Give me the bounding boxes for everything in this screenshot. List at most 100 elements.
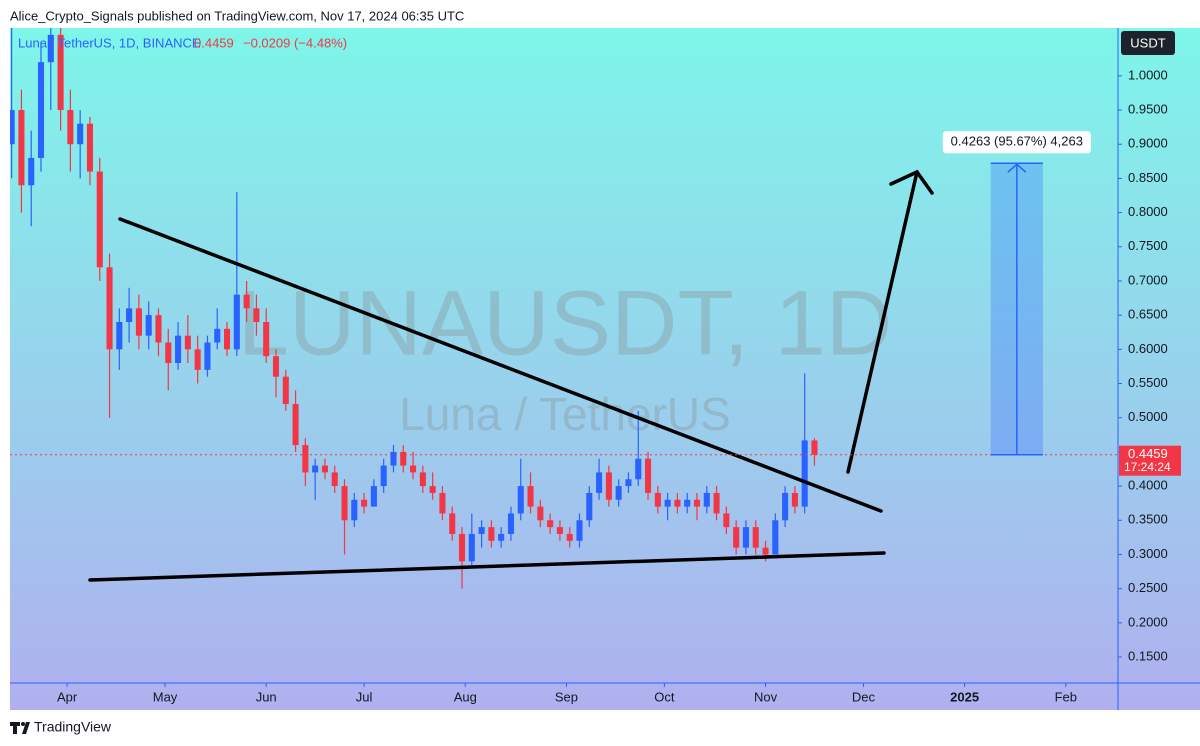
y-tick-label: 0.7000	[1128, 272, 1168, 287]
candle-body	[116, 321, 123, 350]
candle-body	[615, 486, 622, 500]
candle-body	[693, 499, 701, 507]
arrow-head	[889, 169, 934, 195]
y-tick-label: 0.1500	[1128, 648, 1168, 663]
x-tick-label: Jul	[356, 689, 373, 704]
candle-body	[380, 465, 387, 487]
x-tick-label: Oct	[654, 689, 675, 704]
candle-body	[566, 533, 573, 541]
candle-body	[635, 458, 642, 480]
candle-body	[654, 492, 661, 507]
candle-body	[801, 440, 808, 507]
candle-body	[126, 308, 133, 322]
x-tick-label: May	[153, 689, 178, 704]
y-tick-label: 0.9000	[1128, 136, 1168, 151]
candle-body	[596, 472, 603, 493]
candle-body	[527, 486, 534, 507]
candle-body	[106, 267, 113, 350]
measure-label: 0.4263 (95.67%) 4,263	[951, 134, 1083, 149]
y-tick-label: 0.4000	[1128, 478, 1168, 493]
candle-body	[351, 499, 358, 521]
candle-body	[331, 472, 338, 487]
currency-badge[interactable]	[1121, 31, 1175, 55]
y-tick-label: 0.7500	[1128, 238, 1168, 253]
countdown: 17:24:24	[1124, 460, 1171, 474]
candle-body	[10, 110, 15, 145]
candle-body	[547, 520, 554, 528]
legend-symbol: Luna / TetherUS, 1D, BINANCE	[18, 35, 201, 50]
candle-body	[77, 123, 84, 145]
x-tick-label: Aug	[454, 689, 477, 704]
candle-body	[370, 486, 377, 507]
currency[interactable]: USDT	[1130, 35, 1165, 50]
candle-body	[204, 342, 211, 370]
watermark-name: Luna / TetherUS	[399, 388, 731, 440]
candle-body	[135, 308, 142, 336]
candle-body	[517, 486, 524, 514]
drawings	[88, 169, 934, 582]
header: Alice_Crypto_Signals published on Tradin…	[10, 8, 464, 23]
candle-body	[703, 492, 710, 507]
logo	[10, 722, 30, 734]
candle-body	[410, 465, 417, 473]
candle-body	[194, 349, 201, 370]
legend-change: −0.0209 (−4.48%)	[243, 35, 347, 50]
x-tick-label: Sep	[555, 689, 578, 704]
candle-body	[791, 492, 798, 507]
y-tick-label: 0.6500	[1128, 307, 1168, 322]
candle-body	[713, 492, 720, 514]
candle-body	[762, 547, 769, 555]
y-tick-label: 0.8500	[1128, 170, 1168, 185]
candle-body	[223, 328, 231, 350]
y-tick-label: 0.6000	[1128, 341, 1168, 356]
trend-line	[118, 217, 883, 513]
last-price-badge	[1119, 445, 1181, 476]
candle-body	[478, 527, 485, 534]
candle-body	[811, 440, 818, 455]
candle-body	[37, 62, 45, 158]
candle-body	[664, 499, 671, 507]
candle-body	[498, 533, 505, 541]
candle-body	[674, 499, 681, 507]
candle-body	[243, 294, 250, 309]
candle-body	[96, 171, 103, 268]
candle-body	[468, 533, 475, 562]
candle-body	[684, 499, 691, 507]
y-tick-label: 0.5000	[1128, 409, 1168, 424]
candle-body	[488, 527, 495, 541]
candle-body	[57, 34, 64, 111]
plot-area	[10, 28, 818, 589]
candle-body	[47, 34, 54, 63]
y-tick-label: 0.2500	[1128, 580, 1168, 595]
candle-body	[321, 465, 328, 473]
candle-body	[233, 294, 240, 350]
candle-body	[175, 335, 182, 364]
candle-body	[165, 342, 172, 364]
candle-body	[586, 492, 593, 521]
candle-body	[605, 472, 612, 500]
candle-body	[576, 520, 583, 541]
x-tick-label: Dec	[852, 689, 876, 704]
candle-body	[263, 321, 270, 357]
candle-body	[537, 506, 544, 521]
watermark-symbol: LUNAUSDT, 1D	[238, 272, 892, 374]
x-tick-label: Feb	[1055, 689, 1077, 704]
candle-body	[214, 328, 221, 343]
candle-body	[400, 451, 407, 466]
candle-body	[625, 479, 632, 487]
candle-body	[28, 157, 35, 186]
candle-body	[184, 335, 191, 350]
candle-body	[429, 486, 436, 493]
y-tick-label: 0.3500	[1128, 512, 1168, 527]
candle-body	[458, 533, 466, 562]
candle-body	[145, 315, 152, 336]
candle-body	[782, 492, 789, 521]
footer: TradingView	[34, 719, 112, 735]
candle-body	[556, 527, 563, 534]
candle-body	[733, 527, 740, 548]
measure-arrow-head	[1007, 163, 1027, 173]
candle-body	[341, 486, 348, 521]
y-tick-label: 1.0000	[1128, 67, 1168, 82]
arrow	[846, 170, 919, 474]
